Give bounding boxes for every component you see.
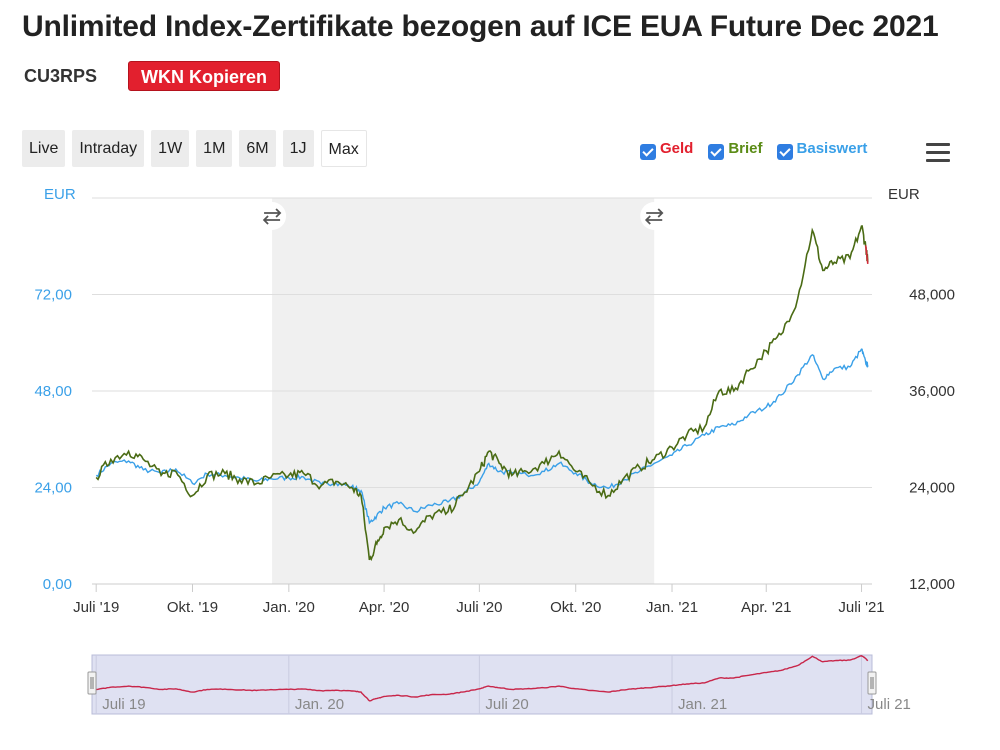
- range-button-intraday[interactable]: Intraday: [72, 130, 145, 167]
- swap-icon-bg: [258, 202, 287, 230]
- range-button-live[interactable]: Live: [22, 130, 66, 167]
- symbol-code: CU3RPS: [24, 66, 98, 86]
- page-title: Unlimited Index-Zertifikate bezogen auf …: [22, 10, 939, 43]
- x-tick-label: Jan. '21: [646, 599, 698, 616]
- right-tick-label: 12,000: [909, 576, 955, 593]
- right-tick-label: 36,000: [909, 383, 955, 400]
- swap-arrows-icon[interactable]: [640, 202, 669, 230]
- swap-icon-glyph: [644, 208, 664, 225]
- legend-item-geld[interactable]: Geld: [640, 140, 694, 160]
- swap-arrows-icon[interactable]: [258, 202, 287, 230]
- handle-body: [867, 671, 877, 695]
- navigator-line: [96, 655, 869, 702]
- legend-item-basiswert[interactable]: Basiswert: [776, 140, 868, 160]
- x-tick-label: Okt. '19: [167, 599, 218, 616]
- x-tick-label: Jan. '20: [263, 599, 315, 616]
- wkn-copy-button[interactable]: WKN Kopieren: [128, 61, 280, 91]
- legend-label-brief: Brief: [728, 140, 763, 157]
- x-tick-label: Juli '20: [456, 599, 502, 616]
- navigator-label: Juli 21: [868, 696, 911, 713]
- left-tick-label: 24,00: [34, 480, 72, 497]
- right-axis-label: EUR: [888, 186, 920, 203]
- navigator-label: Juli 19: [102, 696, 145, 713]
- navigator-label: Juli 20: [485, 696, 528, 713]
- navigator-label: Jan. 20: [295, 696, 344, 713]
- range-button-max[interactable]: Max: [320, 130, 367, 167]
- swap-icon-bg: [640, 202, 669, 230]
- navigator-label: Jan. 21: [678, 696, 727, 713]
- range-button-1w[interactable]: 1W: [151, 130, 190, 167]
- x-tick-label: Juli '21: [838, 599, 884, 616]
- legend-item-brief[interactable]: Brief: [708, 140, 763, 160]
- left-axis-label: EUR: [44, 186, 76, 203]
- right-tick-label: 48,000: [909, 287, 955, 304]
- legend-label-geld: Geld: [660, 140, 694, 157]
- checkbox-checked-icon[interactable]: [776, 143, 793, 160]
- series-line-geld: [864, 245, 869, 264]
- hamburger-menu-icon[interactable]: [926, 143, 950, 163]
- series-line-brief: [95, 225, 869, 562]
- navigator-handle-left[interactable]: [87, 671, 97, 695]
- right-tick-label: 24,000: [909, 480, 955, 497]
- x-tick-label: Okt. '20: [550, 599, 601, 616]
- x-tick-label: Juli '19: [73, 599, 119, 616]
- checkbox-checked-icon[interactable]: [708, 143, 725, 160]
- navigator-window[interactable]: [91, 654, 873, 715]
- left-tick-label: 72,00: [34, 287, 72, 304]
- legend: Geld Brief Basiswert: [640, 140, 868, 160]
- x-tick-label: Apr. '21: [741, 599, 791, 616]
- left-tick-label: 0,00: [43, 576, 72, 593]
- x-tick-label: Apr. '20: [359, 599, 409, 616]
- range-button-1m[interactable]: 1M: [196, 130, 233, 167]
- checkbox-checked-icon[interactable]: [640, 143, 656, 160]
- range-button-6m[interactable]: 6M: [239, 130, 276, 167]
- navigator-handle-right[interactable]: [867, 671, 877, 695]
- handle-body: [87, 671, 97, 695]
- left-tick-label: 48,00: [34, 383, 72, 400]
- range-button-1j[interactable]: 1J: [282, 130, 314, 167]
- range-selector: Live Intraday 1W 1M 6M 1J Max: [22, 130, 367, 167]
- legend-label-basiswert: Basiswert: [796, 140, 868, 157]
- swap-icon-glyph: [262, 208, 282, 225]
- series-line-basiswert: [95, 348, 869, 525]
